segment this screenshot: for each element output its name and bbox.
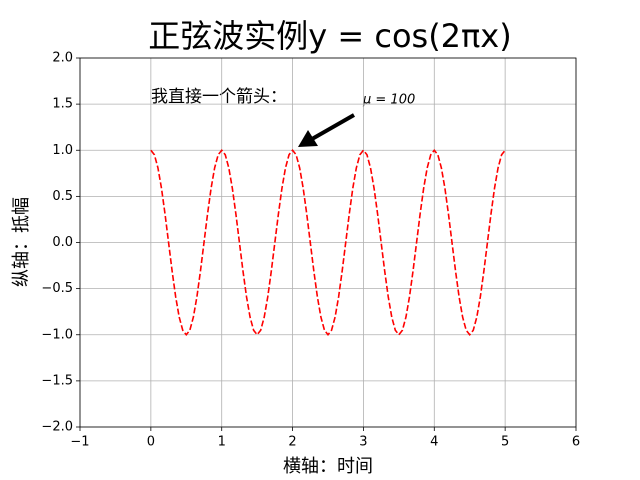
- chart-title: 正弦波实例y = cos(2πx): [148, 17, 511, 55]
- x-tick-label: 4: [430, 435, 438, 450]
- y-tick-label: −1.0: [41, 327, 73, 342]
- annotation: 我直接一个箭头：: [151, 87, 287, 107]
- x-tick-label: 3: [359, 435, 367, 450]
- y-tick-label: 1.5: [52, 97, 73, 112]
- y-tick-label: −2.0: [41, 420, 73, 435]
- y-axis-label: 纵轴：抵幅: [11, 197, 32, 287]
- x-tick-label: −1: [70, 435, 89, 450]
- x-tick-label: 2: [288, 435, 296, 450]
- arrow-shaft: [311, 113, 355, 141]
- x-tick-label: 1: [218, 435, 226, 450]
- y-tick-label: −0.5: [41, 281, 73, 296]
- x-tick-label: 0: [147, 435, 155, 450]
- annotation: μ = 100: [362, 93, 415, 108]
- y-tick-label: −1.5: [41, 373, 73, 388]
- y-tick-label: 2.0: [52, 51, 73, 66]
- y-tick-label: 1.0: [52, 143, 73, 158]
- arrow-head: [298, 130, 318, 147]
- data-line: [150, 148, 506, 337]
- x-tick-label: 5: [501, 435, 509, 450]
- y-tick-label: 0.5: [52, 189, 73, 204]
- x-tick-label: 6: [572, 435, 580, 450]
- plot-frame: [79, 57, 577, 428]
- x-axis-label: 横轴：时间: [283, 456, 373, 477]
- y-tick-label: 0.0: [52, 235, 73, 250]
